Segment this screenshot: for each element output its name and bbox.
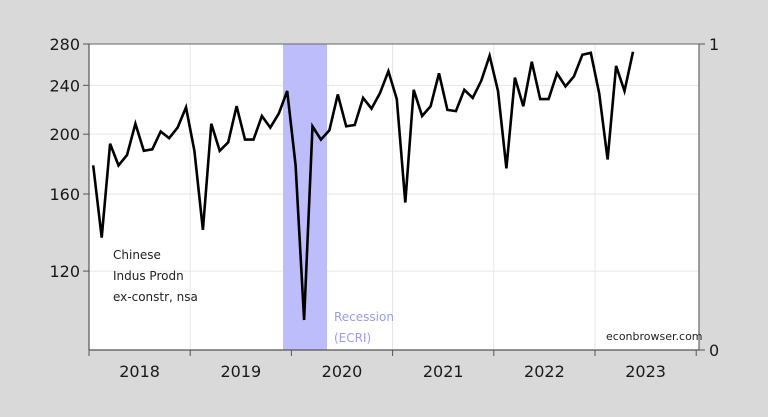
source-credit: econbrowser.com bbox=[606, 330, 703, 343]
series-annotation-line-2: Indus Prodn bbox=[113, 269, 184, 283]
y2-tick-label: 0 bbox=[709, 341, 719, 360]
y2-tick-label: 1 bbox=[709, 35, 719, 54]
y-tick-label: 200 bbox=[49, 125, 80, 144]
x-tick-label: 2019 bbox=[220, 362, 261, 381]
x-tick-label: 2020 bbox=[322, 362, 363, 381]
y-tick-label: 280 bbox=[49, 35, 80, 54]
y-tick-label: 160 bbox=[49, 185, 80, 204]
x-tick-label: 2021 bbox=[423, 362, 464, 381]
x-tick-label: 2018 bbox=[119, 362, 160, 381]
series-annotation-line-1: Chinese bbox=[113, 248, 161, 262]
recession-label-line-1: Recession bbox=[334, 310, 394, 324]
recession-label-line-2: (ECRI) bbox=[334, 331, 371, 345]
y-tick-label: 120 bbox=[49, 262, 80, 281]
y-axis-left: 120 160 200 240 280 bbox=[49, 35, 89, 281]
y-tick-label: 240 bbox=[49, 76, 80, 95]
series-annotation-line-3: ex-constr, nsa bbox=[113, 290, 198, 304]
x-tick-label: 2023 bbox=[625, 362, 666, 381]
x-axis: 2018 2019 2020 2021 2022 2023 bbox=[88, 350, 697, 381]
y-axis-right: 10 bbox=[699, 35, 719, 360]
series-line-industrial-production bbox=[91, 50, 635, 321]
x-tick-label: 2022 bbox=[524, 362, 565, 381]
